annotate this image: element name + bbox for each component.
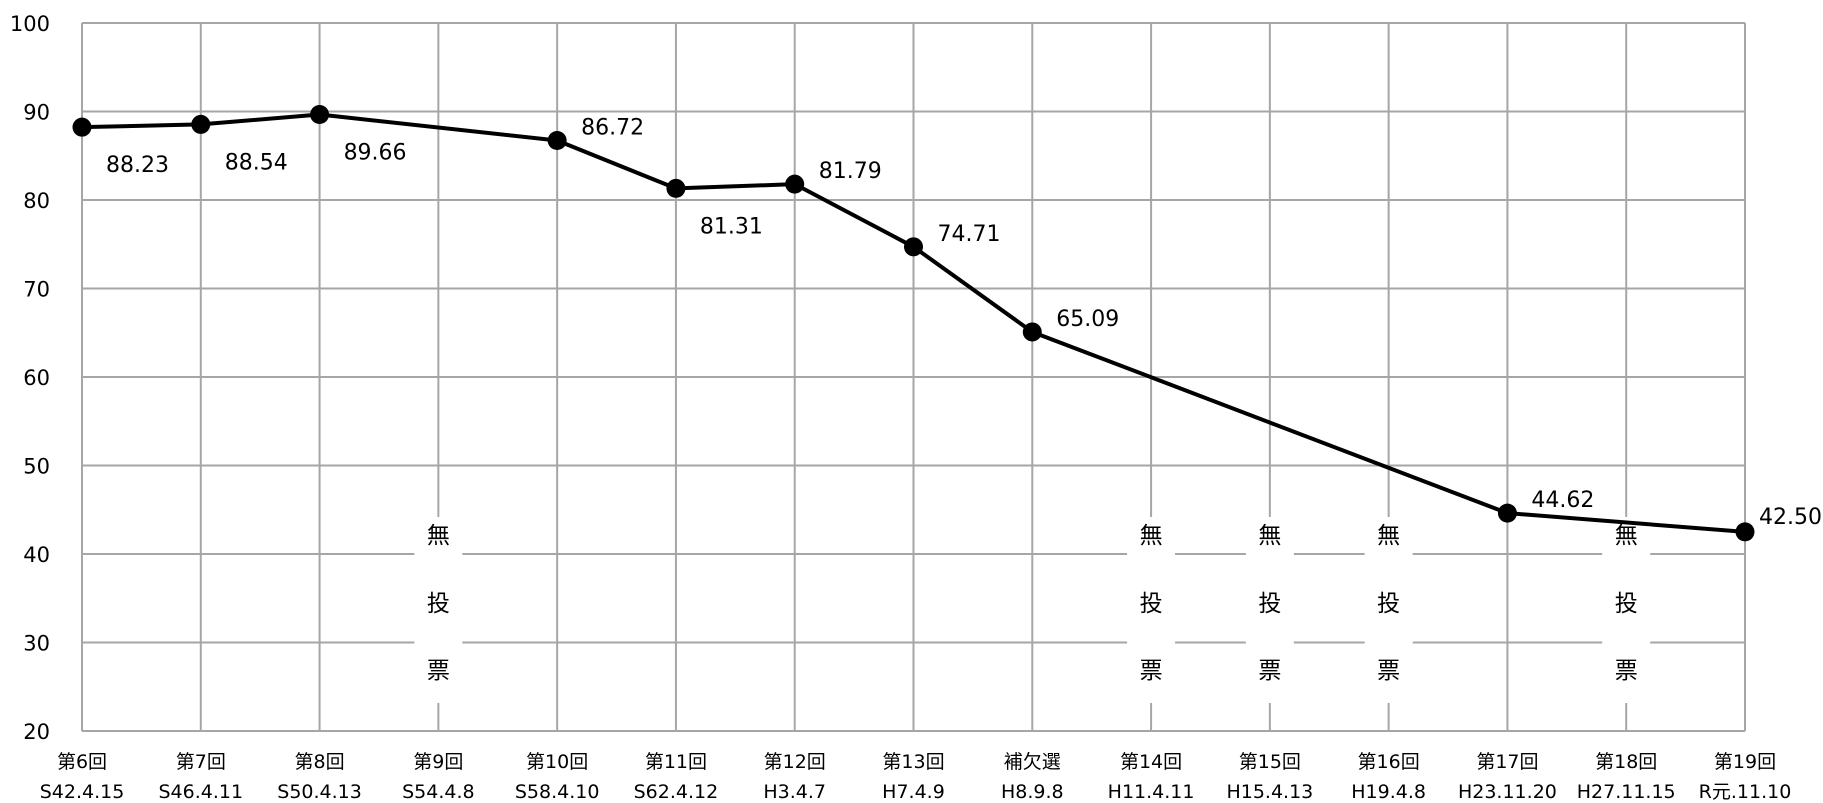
x-tick-label: 第15回 [1239,751,1301,773]
no-vote-char: 無 [1615,523,1638,549]
x-tick-sublabel: H23.11.20 [1458,781,1557,803]
data-label: 86.72 [581,116,644,141]
data-label: 74.71 [938,222,1001,247]
y-tick-label: 60 [23,366,50,390]
y-tick-label: 40 [23,543,50,567]
no-vote-note-3: 無投票 [414,517,463,703]
x-tick-label: 第7回 [176,751,226,773]
no-vote-char: 票 [1140,658,1163,684]
x-tick-label: 第19回 [1714,751,1776,773]
data-label: 88.54 [225,150,288,175]
y-tick-label: 20 [23,720,50,744]
data-point [666,178,686,198]
no-vote-backdrop [1602,517,1651,703]
x-tick-sublabel: H15.4.13 [1226,781,1313,803]
data-labels: 88.23 88.54 89.66 86.72 81.31 81.79 74.71 65.09… [106,116,1822,530]
no-vote-char: 無 [1140,523,1163,549]
x-tick-sublabel: H8.9.8 [1001,781,1064,803]
no-vote-char: 票 [1615,658,1638,684]
data-point [191,114,211,134]
series-line-layer [81,112,1746,534]
data-point [1735,522,1755,542]
data-point [1022,322,1042,342]
x-tick-sublabel: H3.4.7 [763,781,826,803]
no-vote-char: 投 [427,591,450,617]
x-tick-sublabel: H7.4.9 [882,781,945,803]
y-tick-label: 90 [23,101,50,125]
no-vote-note-13: 無投票 [1602,517,1651,703]
data-label: 65.09 [1056,307,1119,332]
x-tick-label: 第18回 [1595,751,1657,773]
no-vote-backdrop [1127,517,1176,703]
data-point [310,105,330,125]
data-label: 89.66 [344,141,407,166]
data-label: 42.50 [1759,505,1822,530]
grid [81,22,1746,732]
data-label: 44.62 [1531,488,1594,513]
no-vote-char: 投 [1140,591,1163,617]
x-tick-label: 第12回 [764,751,826,773]
no-vote-char: 票 [427,658,450,684]
x-tick-label: 第8回 [295,751,345,773]
x-tick-sublabel: S42.4.15 [40,781,125,803]
y-tick-label: 30 [23,632,50,656]
no-vote-char: 票 [1377,658,1400,684]
y-axis: 20 30 40 50 60 70 80 90 100 [10,12,50,744]
x-tick-sublabel: S58.4.10 [515,781,600,803]
no-vote-char: 無 [427,523,450,549]
data-point [1497,503,1517,523]
no-vote-char: 投 [1258,591,1281,617]
data-label: 81.79 [819,159,882,184]
data-point [904,237,923,257]
data-point [547,131,567,151]
no-vote-note-9: 無投票 [1127,517,1176,703]
x-tick-sublabel: H11.4.11 [1108,781,1195,803]
data-label: 81.31 [700,214,763,239]
x-tick-label: 第13回 [882,751,944,773]
no-vote-backdrop [1364,517,1413,703]
x-tick-label: 第16回 [1358,751,1420,773]
markers [72,105,1755,542]
no-vote-char: 投 [1377,591,1400,617]
x-tick-sublabel: H27.11.15 [1577,781,1676,803]
x-tick-sublabel: H19.4.8 [1351,781,1426,803]
x-tick-label: 第17回 [1476,751,1538,773]
no-vote-backdrop [414,517,463,703]
x-tick-label: 第6回 [57,751,107,773]
no-vote-note-10: 無投票 [1245,517,1294,703]
x-tick-sublabel: S62.4.12 [634,781,719,803]
series-line [81,112,1746,534]
data-point [72,117,92,137]
x-tick-label: 第11回 [645,751,707,773]
y-tick-label: 50 [23,455,50,479]
no-vote-char: 投 [1615,591,1638,617]
y-tick-label: 70 [23,278,50,302]
x-tick-label: 第9回 [413,751,463,773]
x-tick-label: 第10回 [526,751,588,773]
x-tick-label: 補欠選 [1004,751,1061,773]
x-tick-sublabel: R元.11.10 [1699,781,1792,803]
x-tick-sublabel: S46.4.11 [158,781,243,803]
x-axis: 第6回 S42.4.15 第7回 S46.4.11 第8回 S50.4.13 第9回 S54.… [40,751,1792,803]
no-vote-char: 無 [1377,523,1400,549]
no-vote-note-11: 無投票 [1364,517,1413,703]
x-tick-sublabel: S50.4.13 [277,781,362,803]
no-vote-char: 票 [1258,658,1281,684]
y-tick-label: 80 [23,189,50,213]
no-vote-backdrop [1245,517,1294,703]
data-label: 88.23 [106,153,169,178]
no-vote-char: 無 [1258,523,1281,549]
data-point [785,174,805,194]
y-tick-label: 100 [10,12,50,36]
x-tick-sublabel: S54.4.8 [402,781,475,803]
x-tick-label: 第14回 [1120,751,1182,773]
